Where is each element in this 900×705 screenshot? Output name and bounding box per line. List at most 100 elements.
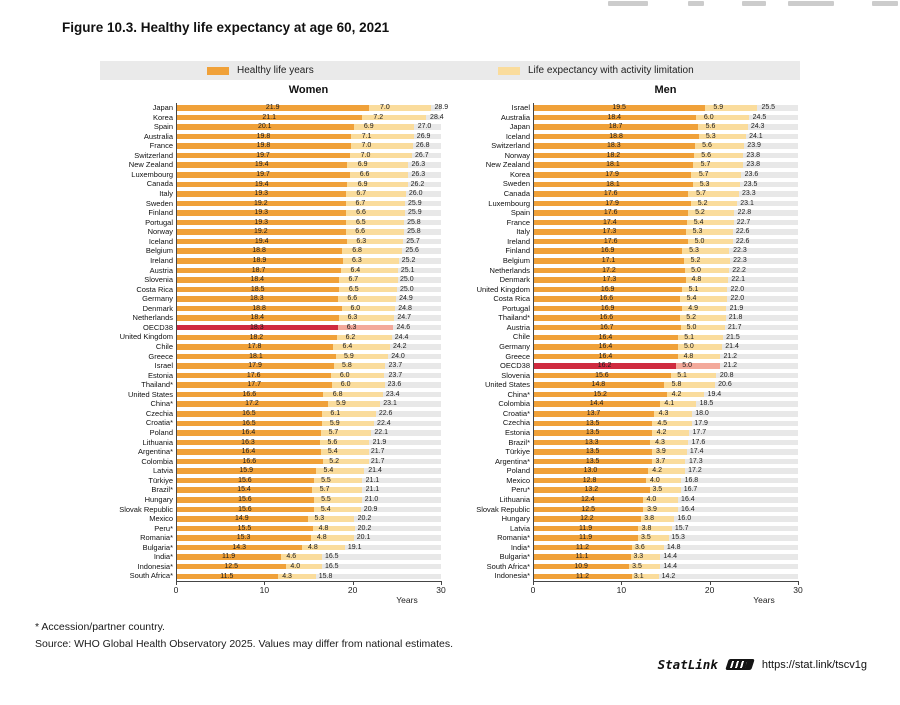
total-value-label: 21.2 <box>723 362 738 370</box>
country-label: Luxembourg <box>488 198 530 208</box>
bar-track: 15.9 5.4 21.4 <box>176 467 441 475</box>
healthy-value-label: 19.2 <box>253 228 268 236</box>
country-label: France <box>506 217 530 227</box>
healthy-value-label: 11.5 <box>220 572 234 580</box>
healthy-value-label: 15.9 <box>239 467 254 475</box>
country-label: Germany <box>499 342 530 351</box>
healthy-bar-segment <box>533 573 632 580</box>
healthy-value-label: 18.9 <box>252 257 267 265</box>
healthy-value-label: 12.2 <box>580 515 594 523</box>
bar-row: Peru* 13.2 3.5 16.7 <box>457 485 800 495</box>
healthy-bar-segment <box>533 181 693 188</box>
limitation-value-label: 3.8 <box>644 515 655 523</box>
country-label: Brazil* <box>508 437 530 447</box>
bar-track: 11.9 4.6 16.5 <box>176 553 441 561</box>
total-value-label: 21.9 <box>372 438 387 446</box>
country-label: Belgium <box>502 255 530 265</box>
healthy-bar-segment <box>176 124 354 130</box>
statlink-icon <box>725 659 755 670</box>
limitation-bar-segment <box>339 286 397 293</box>
bar-track: 18.1 5.3 23.5 <box>533 181 798 188</box>
bar-track: 18.8 6.0 24.8 <box>176 305 441 312</box>
country-label: Argentina* <box>494 456 530 466</box>
limitation-value-label: 4.9 <box>688 304 698 312</box>
limitation-bar-segment <box>647 468 685 474</box>
bar-row: Estonia 17.6 6.0 23.7 <box>100 371 443 381</box>
limitation-value-label: 5.3 <box>314 515 325 523</box>
bar-row: Greece 18.1 5.9 24.0 <box>100 352 443 362</box>
limitation-bar-segment <box>654 411 692 417</box>
limitation-value-label: 3.9 <box>655 448 666 456</box>
limitation-swatch-icon <box>498 66 520 75</box>
bar-row: Germany 18.3 6.6 24.9 <box>100 294 443 304</box>
total-value-label: 17.2 <box>688 467 702 475</box>
country-label: Luxembourg <box>131 169 173 179</box>
total-value-label: 20.1 <box>356 534 371 542</box>
limitation-value-label: 7.1 <box>361 132 372 140</box>
healthy-bar-segment <box>533 229 686 235</box>
bar-track: 17.3 4.8 22.1 <box>533 276 798 283</box>
bar-row: Israel 19.5 5.9 25.5 <box>457 103 800 113</box>
limitation-value-label: 5.2 <box>690 257 701 265</box>
limitation-bar-segment <box>322 391 383 398</box>
bar-track: 17.9 5.7 23.6 <box>533 171 798 178</box>
bar-track: 18.4 6.3 24.7 <box>176 314 441 321</box>
country-label: Indonesia* <box>137 561 173 571</box>
healthy-value-label: 11.9 <box>221 553 236 561</box>
x-axis-tick-label: 10 <box>259 585 270 595</box>
total-value-label: 24.4 <box>394 333 409 341</box>
healthy-bar-segment <box>533 497 643 503</box>
healthy-bar-segment <box>176 353 336 360</box>
country-label: Japan <box>509 122 530 132</box>
limitation-value-label: 4.3 <box>282 572 292 580</box>
limitation-value-label: 6.5 <box>355 218 366 226</box>
bar-track: 13.5 3.9 17.4 <box>533 448 798 456</box>
bar-track: 12.4 4.0 16.4 <box>533 496 798 503</box>
healthy-bar-segment <box>176 219 347 226</box>
healthy-bar-segment <box>176 181 348 188</box>
total-value-label: 16.0 <box>677 515 692 523</box>
healthy-value-label: 17.6 <box>603 209 618 217</box>
total-value-label: 14.8 <box>666 543 681 551</box>
bar-track: 17.6 5.7 23.3 <box>533 190 798 198</box>
limitation-bar-segment <box>327 401 381 407</box>
country-label: Türkiye <box>148 475 173 485</box>
healthy-bar-segment <box>176 554 282 560</box>
limitation-bar-segment <box>680 324 725 331</box>
limitation-bar-segment <box>699 133 746 140</box>
limitation-bar-segment <box>350 152 412 159</box>
bar-row: Austria 18.7 6.4 25.1 <box>100 266 443 276</box>
bar-row: China* 15.2 4.2 19.4 <box>457 390 800 400</box>
total-value-label: 26.9 <box>416 132 431 140</box>
limitation-value-label: 6.1 <box>330 410 341 417</box>
bar-track: 18.3 6.6 24.9 <box>176 295 441 302</box>
healthy-bar-segment <box>533 315 680 321</box>
x-axis-line <box>533 581 799 582</box>
bar-track: 13.5 3.7 17.3 <box>533 458 798 465</box>
cropped-header-fragment <box>608 1 648 6</box>
bar-row: Romania* 11.9 3.5 15.3 <box>457 533 800 543</box>
total-value-label: 15.8 <box>318 572 333 580</box>
total-value-label: 22.3 <box>733 257 747 265</box>
bar-track: 16.4 5.0 21.4 <box>533 343 798 350</box>
total-value-label: 25.6 <box>405 247 419 255</box>
limitation-bar-segment <box>698 124 748 130</box>
healthy-bar-segment <box>533 324 681 331</box>
country-label: Indonesia* <box>494 571 530 581</box>
bar-track: 17.2 5.0 22.2 <box>533 267 798 274</box>
bar-row: Chile 17.8 6.4 24.2 <box>100 342 443 352</box>
bar-track: 18.2 6.2 24.4 <box>176 333 441 341</box>
limitation-bar-segment <box>685 277 729 283</box>
statlink-url[interactable]: https://stat.link/tscv1g <box>761 658 867 671</box>
healthy-bar-segment <box>533 334 678 341</box>
total-value-label: 23.3 <box>742 190 756 198</box>
country-label: Spain <box>153 122 173 132</box>
healthy-value-label: 11.9 <box>578 524 593 532</box>
healthy-bar-segment <box>533 191 689 197</box>
limitation-value-label: 3.9 <box>647 505 657 513</box>
bar-row: Indonesia* 12.5 4.0 16.5 <box>100 562 443 572</box>
bar-row: Sweden 19.2 6.7 25.9 <box>100 199 443 209</box>
bar-track: 15.3 4.8 20.1 <box>176 534 441 542</box>
limitation-bar-segment <box>670 372 716 379</box>
bar-row: Thailand* 16.6 5.2 21.8 <box>457 313 800 323</box>
